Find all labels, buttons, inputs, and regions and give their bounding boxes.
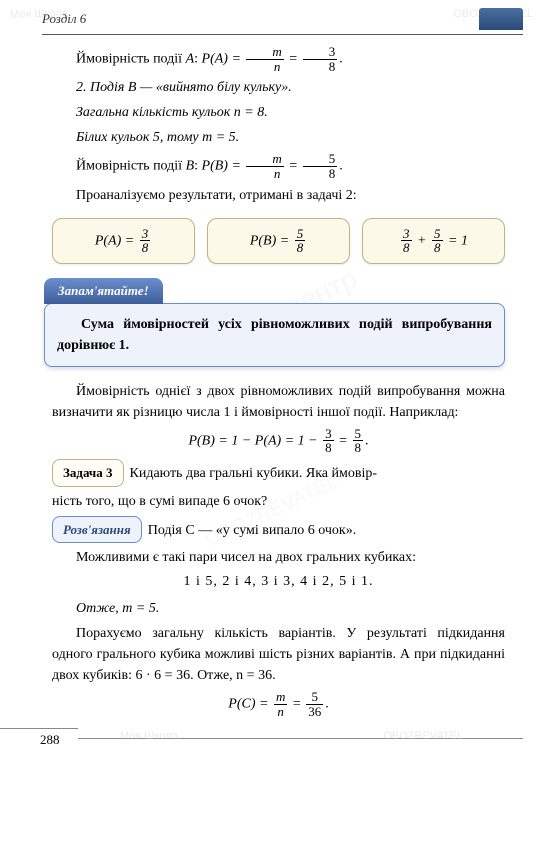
eq1: = 1 (445, 233, 468, 248)
line-white-m: Білих кульок 5, тому m = 5. (52, 127, 505, 148)
task3-tab: Задача 3 (52, 459, 124, 487)
equals: = (286, 159, 301, 174)
denominator: 8 (303, 167, 338, 181)
prob-c-formula: P(C) = mn = 536. (52, 690, 505, 718)
lhs: P(B) = 1 − P(A) = 1 − (188, 433, 321, 448)
denominator: n (274, 705, 287, 719)
task3-line2: ність того, що в сумі випаде 6 очок? (52, 491, 505, 512)
footer-rule (78, 738, 524, 740)
expr: P(B) = (202, 159, 245, 174)
numerator: 3 (323, 427, 334, 442)
numerator: 5 (306, 690, 323, 705)
numerator: 5 (353, 427, 364, 442)
fraction-3-8: 38 (323, 427, 334, 455)
difference-paragraph: Ймовірність однієї з двох рівноможливих … (52, 381, 505, 423)
header-rule (42, 34, 523, 35)
box-pb: P(B) = 58 (207, 218, 350, 264)
pairs-list: 1 і 5, 2 і 4, 3 і 3, 4 і 2, 5 і 1. (52, 574, 505, 590)
pairs-intro: Можливими є такі пари чисел на двох грал… (52, 547, 505, 568)
page-footer: 288 (0, 728, 543, 750)
text: Отже, m = 5. (76, 601, 159, 616)
equals: = (286, 51, 301, 66)
equals: = (336, 433, 351, 448)
page-header: Розділ 6 (0, 0, 543, 34)
numerator: 5 (432, 227, 443, 242)
denominator: n (246, 60, 283, 74)
chapter-label: Розділ 6 (42, 11, 86, 27)
count-paragraph: Порахуємо загальну кількість варіантів. … (52, 623, 505, 686)
numerator: m (246, 152, 283, 167)
remember-tab: Запам'ятайте! (44, 278, 163, 304)
text: Ймовірність події (76, 51, 186, 66)
text: Білих кульок 5, тому m = 5. (76, 130, 239, 145)
denominator: 8 (353, 441, 364, 455)
lhs: P(C) = (228, 696, 272, 711)
period: . (365, 433, 369, 448)
text: : (194, 159, 201, 174)
denominator: 36 (306, 705, 323, 719)
corner-tab-icon (479, 8, 523, 30)
prob-b-line: Ймовірність події B: P(B) = mn = 58. (52, 152, 505, 180)
line-event-b: 2. Подія B — «вийнято білу кульку». (52, 77, 505, 98)
period: . (339, 51, 343, 66)
rule-text: Сума ймовірностей усіх рівноможливих под… (57, 314, 492, 356)
period: . (339, 159, 343, 174)
solve-tab: Розв'язання (52, 516, 142, 544)
fraction-mn: mn (246, 45, 283, 73)
denominator: 8 (303, 60, 338, 74)
fraction-5-8: 58 (353, 427, 364, 455)
text: Ймовірність події (76, 159, 186, 174)
text: Загальна кількість кульок n = 8. (76, 105, 268, 120)
denominator: 8 (323, 441, 334, 455)
numerator: m (246, 45, 283, 60)
rule-box: Сума ймовірностей усіх рівноможливих под… (44, 303, 505, 367)
numerator: 3 (401, 227, 412, 242)
event-a: A (186, 51, 195, 66)
line-total-n: Загальна кількість кульок n = 8. (52, 102, 505, 123)
numerator: 5 (303, 152, 338, 167)
denominator: n (246, 167, 283, 181)
result-boxes: P(A) = 38 P(B) = 58 38 + 58 = 1 (52, 218, 505, 264)
equals: = (289, 696, 304, 711)
solve-text1: Подія C — «у сумі випало 6 очок». (148, 523, 357, 538)
fraction-5-8: 58 (303, 152, 338, 180)
task3-line1: Задача 3 Кидають два гральні кубики. Яка … (52, 459, 505, 487)
analyze-line: Проаналізуємо результати, отримані в зад… (52, 185, 505, 206)
event-b: B (186, 159, 195, 174)
fraction-3-8: 38 (140, 227, 151, 255)
prob-a-line: Ймовірність події A: P(A) = mn = 38. (52, 45, 505, 73)
fraction-3-8: 38 (401, 227, 412, 255)
box-sum: 38 + 58 = 1 (362, 218, 505, 264)
period: . (325, 696, 329, 711)
denominator: 8 (140, 241, 151, 255)
fraction-3-8: 38 (303, 45, 338, 73)
plus: + (414, 233, 430, 248)
box-pa: P(A) = 38 (52, 218, 195, 264)
numerator: m (274, 690, 287, 705)
numerator: 3 (303, 45, 338, 60)
fraction-mn: mn (274, 690, 287, 718)
fraction-5-36: 536 (306, 690, 323, 718)
lhs: P(B) = (250, 233, 293, 248)
solve-line1: Розв'язання Подія C — «у сумі випало 6 оч… (52, 516, 505, 544)
page-number: 288 (0, 728, 78, 750)
fraction-5-8: 58 (432, 227, 443, 255)
expr: P(A) = (202, 51, 245, 66)
fraction-5-8: 58 (295, 227, 306, 255)
numerator: 3 (140, 227, 151, 242)
denominator: 8 (295, 241, 306, 255)
task3-text-a: Кидають два гральні кубики. Яка ймовір- (130, 466, 378, 481)
denominator: 8 (432, 241, 443, 255)
text: : (194, 51, 201, 66)
fraction-mn: mn (246, 152, 283, 180)
denominator: 8 (401, 241, 412, 255)
lhs: P(A) = (95, 233, 138, 248)
numerator: 5 (295, 227, 306, 242)
hence-m: Отже, m = 5. (52, 598, 505, 619)
page-content: Ймовірність події A: P(A) = mn = 38. 2. … (0, 45, 543, 718)
difference-formula: P(B) = 1 − P(A) = 1 − 38 = 58. (52, 427, 505, 455)
